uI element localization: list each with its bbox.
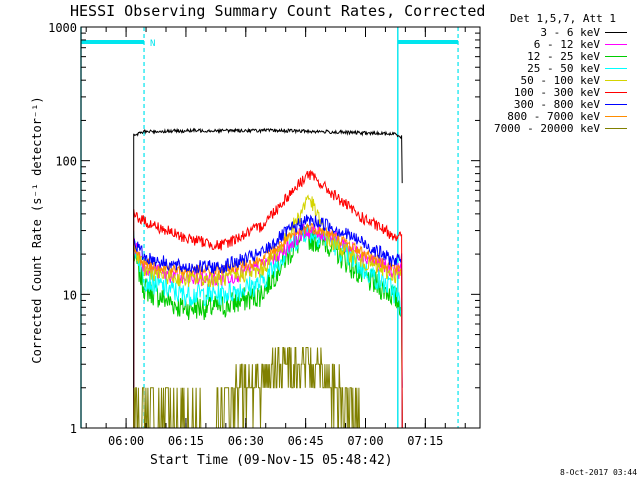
legend-item-label: 3 - 6 keV xyxy=(540,25,600,39)
x-tick-label-0: 06:00 xyxy=(108,434,144,448)
series-line-6 xyxy=(133,214,403,429)
timestamp: 8-Oct-2017 03:44 xyxy=(560,468,638,477)
x-axis-label: Start Time (09-Nov-15 05:48:42) xyxy=(150,453,393,468)
y-tick-label-1: 10 xyxy=(63,288,77,302)
legend-item-label: 7000 - 20000 keV xyxy=(494,122,600,136)
legend-item-swatch xyxy=(605,31,627,33)
y-tick-label-0: 1 xyxy=(70,422,77,436)
legend-item: 50 - 100 keV xyxy=(488,73,638,87)
legend-item: 800 - 7000 keV xyxy=(488,110,638,124)
series-line-8 xyxy=(133,347,403,429)
y-tick-label-2: 100 xyxy=(55,155,77,169)
legend-item-swatch xyxy=(605,67,627,69)
legend-item: 25 - 50 keV xyxy=(488,61,638,75)
legend-item-swatch xyxy=(605,79,627,81)
series-line-3 xyxy=(133,224,403,428)
legend-title: Det 1,5,7, Att 1 xyxy=(510,12,616,25)
legend-item: 300 - 800 keV xyxy=(488,98,638,112)
legend-item: 12 - 25 keV xyxy=(488,49,638,63)
x-tick-label-4: 07:00 xyxy=(347,434,383,448)
legend-item: 3 - 6 keV xyxy=(488,25,638,39)
series-line-4 xyxy=(133,194,403,429)
x-tick-label-3: 06:45 xyxy=(288,434,324,448)
legend: Det 1,5,7, Att 1 3 - 6 keV 6 - 12 keV 12 -… xyxy=(488,12,638,135)
series-line-5 xyxy=(133,169,403,429)
y-axis-label: Corrected Count Rate (s⁻¹ detector⁻¹) xyxy=(30,96,44,364)
legend-item-swatch xyxy=(605,104,627,106)
legend-item-swatch xyxy=(605,116,627,118)
legend-item-label: 6 - 12 keV xyxy=(533,37,600,51)
legend-item-swatch xyxy=(605,43,627,45)
x-tick-label-5: 07:15 xyxy=(407,434,443,448)
x-tick-label-1: 06:15 xyxy=(168,434,204,448)
legend-item-swatch xyxy=(605,128,627,130)
legend-item-label: 100 - 300 keV xyxy=(513,86,600,100)
night-marker-label: N xyxy=(150,39,155,49)
legend-item-swatch xyxy=(605,55,627,57)
legend-item-label: 800 - 7000 keV xyxy=(507,110,600,124)
series-line-2 xyxy=(133,224,403,429)
legend-item-label: 50 - 100 keV xyxy=(520,73,600,87)
legend-item: 7000 - 20000 keV xyxy=(488,122,638,136)
y-tick-label-3: 1000 xyxy=(48,21,77,35)
legend-item: 100 - 300 keV xyxy=(488,86,638,100)
legend-item-swatch xyxy=(605,92,627,94)
x-tick-label-2: 06:30 xyxy=(228,434,264,448)
chart-title: HESSI Observing Summary Count Rates, Cor… xyxy=(70,2,486,20)
legend-item: 6 - 12 keV xyxy=(488,37,638,51)
legend-item-label: 25 - 50 keV xyxy=(527,61,600,75)
legend-item-label: 12 - 25 keV xyxy=(527,49,600,63)
series-line-0 xyxy=(133,127,403,428)
legend-item-label: 300 - 800 keV xyxy=(513,98,600,112)
plot-frame xyxy=(80,26,481,429)
